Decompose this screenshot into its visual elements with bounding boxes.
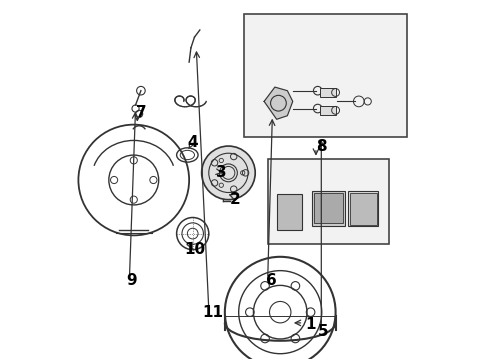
Text: 2: 2 bbox=[230, 192, 241, 207]
Text: 4: 4 bbox=[187, 135, 198, 150]
Bar bbox=[267, 158, 388, 244]
Bar bbox=[319, 106, 335, 114]
Bar bbox=[319, 88, 335, 97]
Bar bbox=[313, 193, 342, 223]
Text: 10: 10 bbox=[183, 242, 204, 257]
Text: 3: 3 bbox=[216, 165, 226, 180]
Bar bbox=[349, 193, 376, 225]
Text: 8: 8 bbox=[315, 139, 326, 154]
Bar bbox=[244, 14, 406, 137]
Text: 1: 1 bbox=[305, 317, 315, 332]
Bar bbox=[276, 194, 301, 230]
Text: 5: 5 bbox=[317, 324, 328, 339]
Text: 11: 11 bbox=[202, 305, 223, 320]
Bar bbox=[312, 191, 344, 226]
Text: 7: 7 bbox=[135, 105, 146, 120]
Circle shape bbox=[201, 146, 255, 200]
Text: 6: 6 bbox=[265, 273, 276, 288]
Text: 9: 9 bbox=[126, 273, 137, 288]
Bar bbox=[347, 191, 378, 226]
Polygon shape bbox=[264, 87, 292, 119]
